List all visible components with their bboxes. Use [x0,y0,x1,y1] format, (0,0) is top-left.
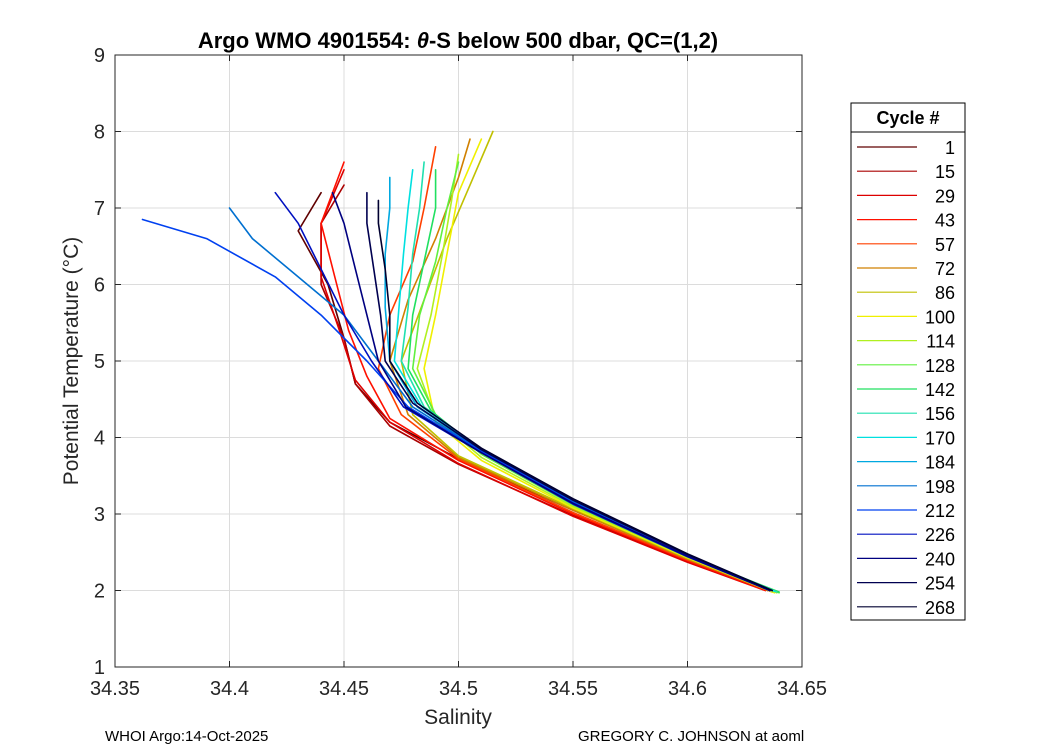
series-layer [141,130,780,594]
legend-label: 29 [935,186,955,206]
legend-label: 100 [925,307,955,327]
footer-right: GREGORY C. JOHNSON at aoml [578,728,804,745]
legend-label: 86 [935,283,955,303]
legend-label: 156 [925,404,955,424]
series-line-cycle-100 [423,138,776,594]
y-tick-label: 4 [94,428,105,450]
y-tick-label: 8 [94,122,105,144]
x-tick-label: 34.65 [777,678,827,700]
y-tick-label: 6 [94,275,105,297]
legend-label: 114 [926,332,955,352]
x-tick-label: 34.45 [319,678,369,700]
x-axis-label: Salinity [424,706,492,729]
legend-label: 268 [925,598,955,618]
legend-label: 254 [925,574,955,594]
x-tick-label: 34.6 [668,678,707,700]
series-line-cycle-240 [331,191,771,592]
axis-ticks: 34.35 34.4 34.45 34.5 34.55 34.6 34.65 1 2 3 4 5 6 7 8… [90,45,827,700]
legend-label: 142 [925,380,955,400]
y-tick-label: 1 [94,657,105,679]
legend-label: 15 [935,162,955,182]
y-tick-label: 5 [94,351,105,373]
y-tick-label: 3 [94,504,105,526]
series-line-cycle-29 [320,169,767,592]
y-tick-label: 9 [94,45,105,67]
legend-label: 240 [925,549,955,569]
legend-label: 184 [925,453,955,473]
legend-label: 1 [945,138,955,158]
y-axis-label: Potential Temperature (°C) [60,237,83,485]
legend-label: 57 [935,235,955,255]
series-line-cycle-268 [377,199,774,592]
y-tick-label: 2 [94,581,105,603]
legend-label: 226 [925,525,955,545]
x-tick-label: 34.55 [548,678,598,700]
x-tick-label: 34.4 [210,678,249,700]
legend-label: 170 [925,428,955,448]
footer-left: WHOI Argo:14-Oct-2025 [105,728,268,745]
y-tick-label: 7 [94,198,105,220]
legend-label: 212 [925,501,955,521]
x-tick-label: 34.35 [90,678,140,700]
legend-label: 198 [925,477,955,497]
legend-items: 1 15 29 43 57 72 86 100 114 128 142 156 170 184 198 212… [857,138,955,618]
legend: Cycle # 11529435772861001141281421561701… [850,102,966,621]
legend-label: 128 [925,356,955,376]
legend-title: Cycle # [876,108,939,128]
series-line-cycle-43 [320,161,767,592]
x-tick-label: 34.5 [439,678,478,700]
legend-label: 72 [935,259,955,279]
series-line-cycle-57 [377,146,771,592]
chart-title: Argo WMO 4901554: θ-S below 500 dbar, QC… [198,28,718,53]
legend-label: 43 [935,211,955,231]
series-line-cycle-254 [366,191,774,592]
